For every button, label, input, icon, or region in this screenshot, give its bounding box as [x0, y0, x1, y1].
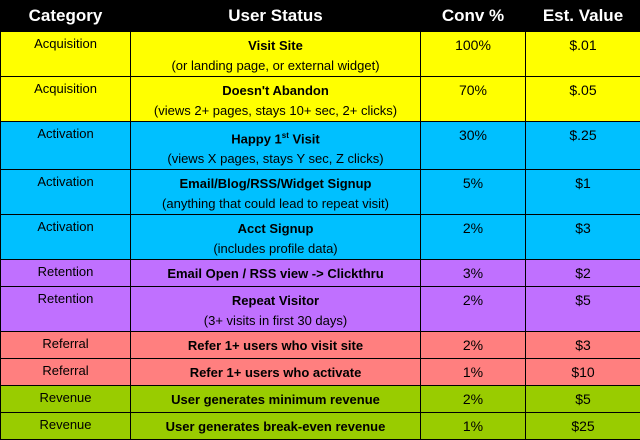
status-title: Repeat Visitor	[131, 291, 420, 311]
row-value: $5	[526, 386, 640, 413]
status-title: Email Open / RSS view -> Clickthru	[131, 264, 420, 284]
row-category: Activation	[1, 215, 131, 260]
row-value: $25	[526, 413, 640, 440]
row-conv: 100%	[421, 32, 526, 77]
row-status: User generates break-even revenue	[131, 413, 421, 440]
row-conv: 70%	[421, 77, 526, 122]
status-title: Acct Signup	[131, 219, 420, 239]
row-conv: 2%	[421, 215, 526, 260]
row-category: Activation	[1, 122, 131, 170]
row-value: $3	[526, 332, 640, 359]
header-value: Est. Value	[526, 1, 640, 32]
row-value: $5	[526, 287, 640, 332]
row-conv: 30%	[421, 122, 526, 170]
row-value: $.25	[526, 122, 640, 170]
status-title: Refer 1+ users who visit site	[131, 336, 420, 356]
table-row: Referral Refer 1+ users who activate 1% …	[1, 359, 640, 386]
header-category: Category	[1, 1, 131, 32]
row-conv: 2%	[421, 287, 526, 332]
row-category: Retention	[1, 287, 131, 332]
table-header: Category User Status Conv % Est. Value	[1, 1, 640, 32]
row-conv: 2%	[421, 332, 526, 359]
table-row: Referral Refer 1+ users who visit site 2…	[1, 332, 640, 359]
status-subtitle: (views X pages, stays Y sec, Z clicks)	[131, 149, 420, 169]
status-subtitle: (or landing page, or external widget)	[131, 56, 420, 76]
row-status: Visit Site (or landing page, or external…	[131, 32, 421, 77]
row-category: Acquisition	[1, 32, 131, 77]
status-title: User generates minimum revenue	[131, 390, 420, 410]
row-status: Acct Signup (includes profile data)	[131, 215, 421, 260]
row-conv: 5%	[421, 170, 526, 215]
status-title-sup: st	[282, 131, 289, 140]
table-row: Activation Email/Blog/RSS/Widget Signup …	[1, 170, 640, 215]
row-status: Email/Blog/RSS/Widget Signup (anything t…	[131, 170, 421, 215]
row-status: Happy 1st Visit (views X pages, stays Y …	[131, 122, 421, 170]
row-conv: 1%	[421, 413, 526, 440]
row-category: Retention	[1, 260, 131, 287]
row-value: $3	[526, 215, 640, 260]
table-row: Revenue User generates break-even revenu…	[1, 413, 640, 440]
table-row: Retention Repeat Visitor (3+ visits in f…	[1, 287, 640, 332]
row-status: User generates minimum revenue	[131, 386, 421, 413]
row-value: $2	[526, 260, 640, 287]
status-title-tail: Visit	[289, 131, 320, 146]
row-status: Refer 1+ users who visit site	[131, 332, 421, 359]
table-row: Activation Acct Signup (includes profile…	[1, 215, 640, 260]
row-category: Revenue	[1, 386, 131, 413]
table-row: Revenue User generates minimum revenue 2…	[1, 386, 640, 413]
status-subtitle: (views 2+ pages, stays 10+ sec, 2+ click…	[131, 101, 420, 121]
status-title: Visit Site	[131, 36, 420, 56]
table-row: Activation Happy 1st Visit (views X page…	[1, 122, 640, 170]
row-category: Activation	[1, 170, 131, 215]
row-value: $1	[526, 170, 640, 215]
row-category: Revenue	[1, 413, 131, 440]
status-title: User generates break-even revenue	[131, 417, 420, 437]
row-category: Referral	[1, 332, 131, 359]
header-status: User Status	[131, 1, 421, 32]
status-title: Email/Blog/RSS/Widget Signup	[131, 174, 420, 194]
status-title: Happy 1st Visit	[131, 126, 420, 149]
row-status: Refer 1+ users who activate	[131, 359, 421, 386]
row-status: Repeat Visitor (3+ visits in first 30 da…	[131, 287, 421, 332]
row-category: Referral	[1, 359, 131, 386]
status-subtitle: (includes profile data)	[131, 239, 420, 259]
row-conv: 1%	[421, 359, 526, 386]
header-conv: Conv %	[421, 1, 526, 32]
status-title-main: Happy 1	[231, 131, 282, 146]
status-title: Refer 1+ users who activate	[131, 363, 420, 383]
row-value: $.05	[526, 77, 640, 122]
table-row: Acquisition Visit Site (or landing page,…	[1, 32, 640, 77]
row-value: $.01	[526, 32, 640, 77]
row-conv: 3%	[421, 260, 526, 287]
row-conv: 2%	[421, 386, 526, 413]
status-subtitle: (anything that could lead to repeat visi…	[131, 194, 420, 214]
row-value: $10	[526, 359, 640, 386]
status-subtitle: (3+ visits in first 30 days)	[131, 311, 420, 331]
status-title: Doesn't Abandon	[131, 81, 420, 101]
row-status: Email Open / RSS view -> Clickthru	[131, 260, 421, 287]
row-status: Doesn't Abandon (views 2+ pages, stays 1…	[131, 77, 421, 122]
table-row: Acquisition Doesn't Abandon (views 2+ pa…	[1, 77, 640, 122]
row-category: Acquisition	[1, 77, 131, 122]
table-row: Retention Email Open / RSS view -> Click…	[1, 260, 640, 287]
